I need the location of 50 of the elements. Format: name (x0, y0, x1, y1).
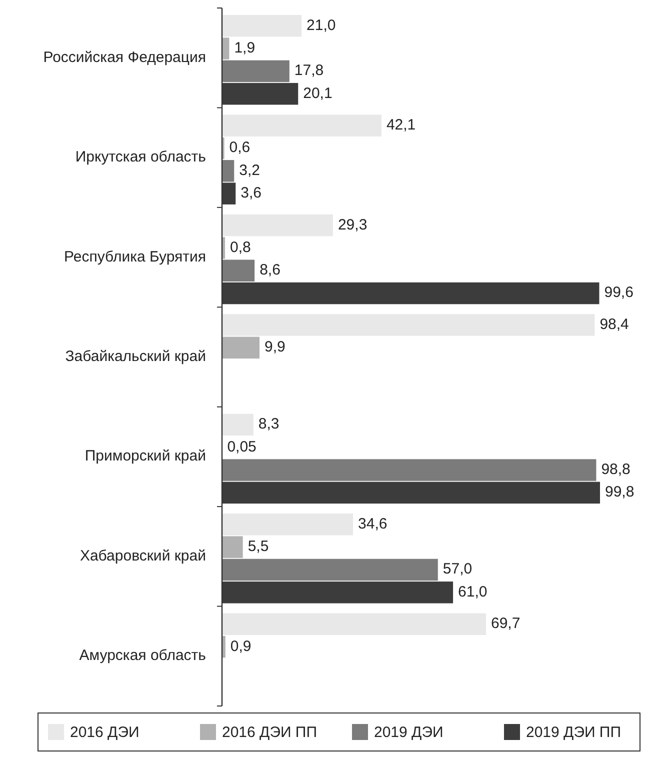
data-label: 98,8 (601, 461, 630, 478)
bar (222, 459, 596, 481)
bar (222, 613, 486, 636)
data-label: 61,0 (458, 583, 488, 600)
data-label: 3,6 (240, 184, 262, 202)
bar (222, 558, 438, 581)
bar (222, 214, 333, 236)
bar (222, 160, 234, 182)
data-label: 5,5 (248, 538, 269, 556)
data-label: 42,1 (386, 116, 416, 134)
data-label: 3,2 (239, 162, 260, 179)
bar (222, 336, 260, 359)
bar (222, 38, 230, 60)
data-label: 99,6 (604, 284, 634, 302)
data-label: 20,1 (303, 84, 332, 102)
data-label: 0,8 (230, 238, 251, 256)
data-label: 0,9 (230, 638, 252, 655)
y-tick-label: Амурская область (79, 647, 206, 664)
data-label: 98,4 (600, 316, 629, 333)
bar (222, 536, 243, 558)
data-label: 1,9 (234, 39, 256, 56)
legend-label: 2016 ДЭИ (70, 724, 140, 741)
y-tick-label: Российская Федерация (43, 48, 206, 66)
data-label: 99,8 (605, 484, 634, 501)
bar (222, 414, 254, 436)
data-label: 17,8 (294, 62, 324, 80)
legend-label: 2019 ДЭИ ПП (526, 724, 621, 741)
y-tick-label: Приморский край (84, 448, 206, 465)
bar (222, 114, 382, 136)
data-label: 8,6 (260, 262, 280, 279)
data-label: 0,6 (229, 139, 250, 156)
bar (222, 314, 595, 336)
bar (222, 60, 290, 82)
y-tick-label: Забайкальский край (65, 348, 206, 365)
y-tick-label: Иркутская область (75, 148, 206, 166)
data-label: 21,0 (306, 16, 336, 34)
y-tick-label: Хабаровский край (80, 547, 206, 564)
y-tick-label: Республика Бурятия (64, 248, 206, 266)
data-label: 69,7 (490, 615, 520, 632)
legend-label: 2016 ДЭИ ПП (222, 724, 317, 741)
legend-label: 2019 ДЭИ (374, 724, 444, 741)
data-label: 0,05 (227, 438, 256, 456)
data-label: 29,3 (338, 216, 368, 234)
data-label: 8,3 (258, 416, 280, 433)
bar (222, 260, 255, 282)
data-label: 9,9 (264, 338, 286, 356)
data-label: 57,0 (442, 560, 472, 578)
data-label: 34,6 (358, 515, 388, 532)
bar (222, 14, 302, 37)
bar (222, 514, 354, 536)
